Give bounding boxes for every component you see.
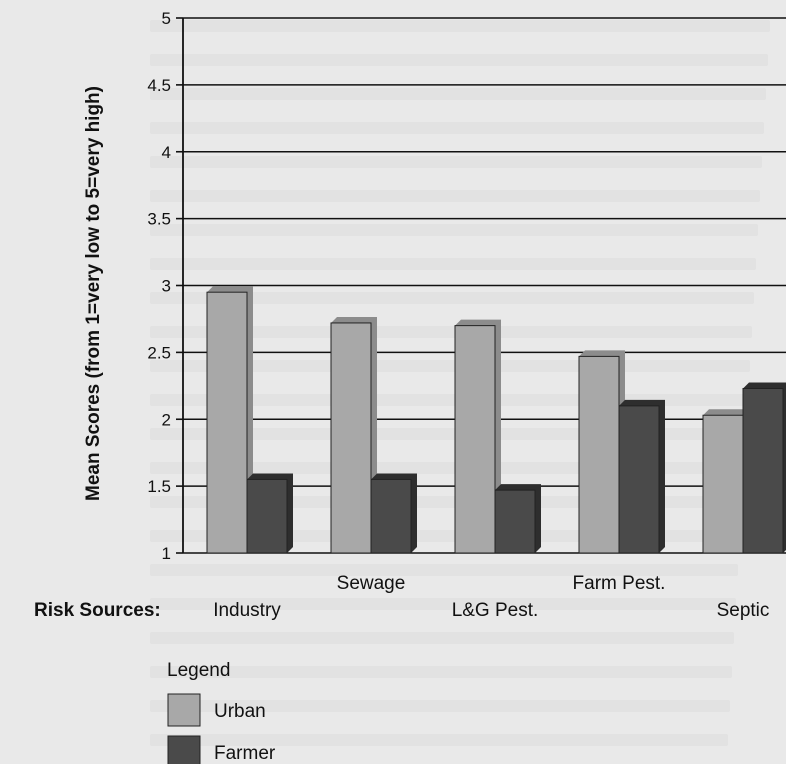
y-tick-label: 4 bbox=[162, 143, 171, 162]
bar-depth bbox=[495, 484, 541, 553]
category-axis-title: Risk Sources: bbox=[34, 600, 161, 621]
bar-farmer bbox=[618, 405, 660, 554]
bar-depth bbox=[371, 473, 417, 553]
bars bbox=[206, 286, 786, 554]
legend-swatch-farmer bbox=[167, 735, 201, 764]
bar-depth bbox=[619, 399, 665, 553]
legend-swatch-urban bbox=[167, 693, 201, 727]
category-labels: Industry Sewage L&G Pest. Farm Pest. Septic bbox=[213, 573, 769, 621]
y-tick-label: 1.5 bbox=[147, 477, 171, 496]
bar-farmer bbox=[494, 489, 536, 554]
category-label: Septic bbox=[717, 600, 770, 621]
bar-depth bbox=[247, 473, 293, 553]
bar-farmer bbox=[742, 387, 784, 554]
bar-urban bbox=[702, 414, 744, 554]
legend: Legend Urban Farmer bbox=[167, 660, 276, 764]
y-axis-title: Mean Scores (from 1=very low to 5=very h… bbox=[83, 86, 104, 501]
legend-label: Farmer bbox=[214, 743, 276, 764]
y-tick-label: 1 bbox=[162, 544, 171, 563]
category-label: Farm Pest. bbox=[573, 573, 666, 594]
category-label: L&G Pest. bbox=[452, 600, 539, 621]
y-tick-label: 2 bbox=[162, 410, 171, 429]
bar-urban bbox=[454, 325, 496, 554]
category-label: Industry bbox=[213, 600, 281, 621]
legend-label: Urban bbox=[214, 701, 266, 722]
y-tick-label: 3 bbox=[162, 277, 171, 296]
legend-title: Legend bbox=[167, 660, 230, 681]
bar-urban bbox=[206, 291, 248, 554]
bar-urban bbox=[578, 355, 620, 554]
y-tick-label: 4.5 bbox=[147, 76, 171, 95]
bar-farmer bbox=[370, 478, 412, 554]
y-tick-label: 5 bbox=[162, 9, 171, 28]
y-tick-label: 3.5 bbox=[147, 210, 171, 229]
y-axis-ticks: 1 1.5 2 2.5 3 3.5 4 4.5 5 bbox=[147, 9, 183, 563]
category-label: Sewage bbox=[337, 573, 406, 594]
y-tick-label: 2.5 bbox=[147, 343, 171, 362]
bar-farmer bbox=[246, 478, 288, 554]
bar-urban bbox=[330, 322, 372, 554]
